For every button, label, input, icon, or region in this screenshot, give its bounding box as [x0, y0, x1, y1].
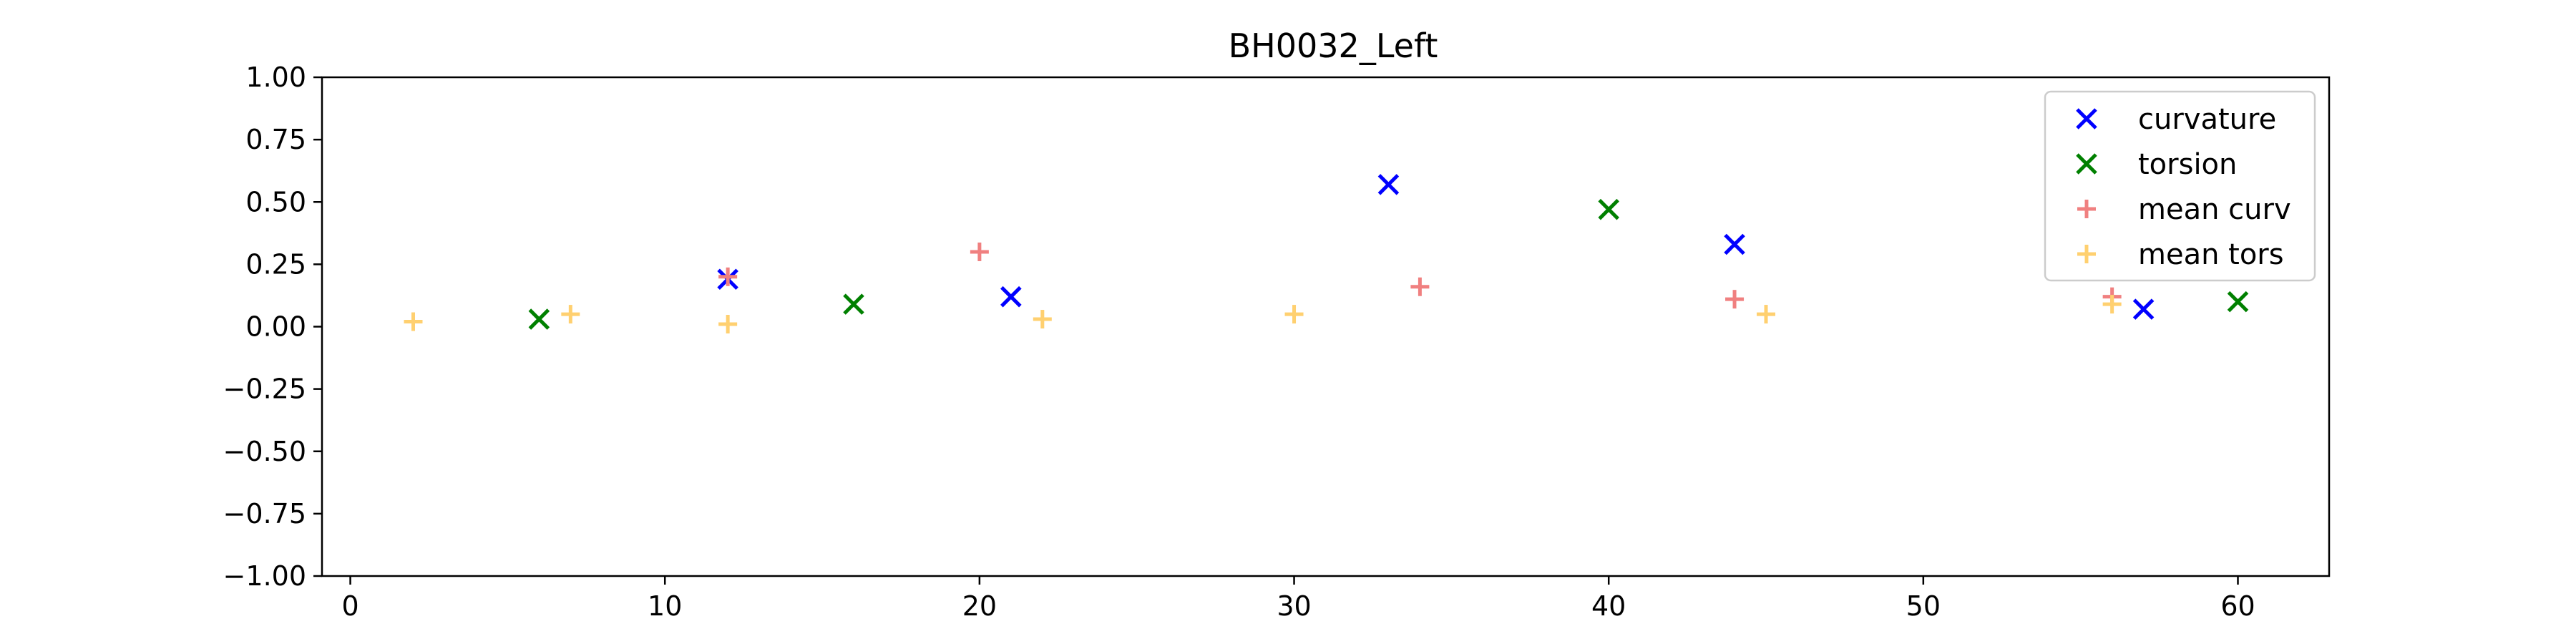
series-torsion: [528, 198, 2249, 330]
y-tick-label: −0.25: [223, 374, 306, 405]
chart-title: BH0032_Left: [1229, 26, 1438, 65]
x-tick-label: 60: [2220, 590, 2255, 622]
marker-stroke: [1598, 198, 1619, 220]
point-torsion: [1598, 198, 1619, 220]
marker-stroke: [843, 293, 864, 315]
point-torsion: [2227, 291, 2249, 313]
marker-stroke: [2076, 153, 2097, 175]
x-tick-label: 50: [1906, 590, 1941, 622]
x-axis: 0 10 20 30 40 50 60: [341, 576, 2255, 622]
marker-stroke: [2132, 298, 2155, 320]
legend-box: [2044, 90, 2316, 282]
legend: curvature torsion mean curv mean tors: [2044, 90, 2316, 282]
legend-label-mean-curv: mean curv: [2138, 193, 2291, 226]
y-tick-label: −0.50: [223, 436, 306, 467]
point-mean-curv: [1410, 277, 1430, 296]
legend-marker-mean-tors: [2077, 245, 2096, 263]
point-mean-tors: [1033, 310, 1052, 329]
x-tick-label: 20: [962, 590, 997, 622]
point-curvature: [2132, 298, 2155, 320]
marker-stroke: [1000, 286, 1022, 308]
point-mean-tors: [561, 305, 580, 324]
point-curvature: [1000, 286, 1022, 308]
y-tick-label: −1.00: [223, 560, 306, 592]
legend-marker-mean-curv: [2077, 200, 2096, 218]
x-tick-label: 40: [1591, 590, 1626, 622]
y-tick-label: 0.50: [245, 186, 306, 218]
y-tick-label: 1.00: [245, 62, 306, 93]
marker-stroke: [2076, 108, 2097, 130]
legend-label-torsion: torsion: [2138, 148, 2237, 181]
y-tick-label: 0.00: [245, 311, 306, 343]
data-points: [404, 174, 2249, 334]
point-curvature: [1724, 233, 1745, 255]
point-mean-tors: [1757, 305, 1776, 324]
y-tick-label: −0.75: [223, 498, 306, 530]
point-mean-tors: [404, 312, 423, 331]
y-axis: 1.00 0.75 0.50 0.25 0.00 −0.25 −0.50 −0.75 −1.00: [223, 62, 322, 592]
x-tick-label: 0: [341, 590, 358, 622]
marker-stroke: [528, 308, 550, 330]
point-mean-tors: [718, 315, 738, 334]
marker-stroke: [1724, 233, 1745, 255]
x-tick-label: 10: [648, 590, 682, 622]
series-mean-tors: [404, 295, 2122, 334]
point-mean-curv: [1725, 290, 1745, 309]
marker-stroke: [1377, 174, 1400, 195]
point-mean-curv: [718, 267, 738, 286]
x-tick-label: 30: [1277, 590, 1311, 622]
legend-label-curvature: curvature: [2138, 103, 2276, 136]
plot-area-frame: [321, 76, 2331, 577]
point-curvature: [1377, 174, 1400, 195]
legend-marker-curvature: [2076, 108, 2097, 130]
point-mean-tors: [2102, 295, 2122, 314]
y-tick-label: 0.25: [245, 248, 306, 280]
series-curvature: [717, 174, 2155, 320]
point-mean-tors: [1284, 305, 1304, 324]
point-mean-curv: [970, 242, 989, 261]
legend-marker-torsion: [2076, 153, 2097, 175]
point-torsion: [843, 293, 864, 315]
legend-label-mean-tors: mean tors: [2138, 238, 2284, 271]
y-tick-label: 0.75: [245, 124, 306, 155]
point-torsion: [528, 308, 550, 330]
marker-stroke: [2227, 291, 2249, 313]
